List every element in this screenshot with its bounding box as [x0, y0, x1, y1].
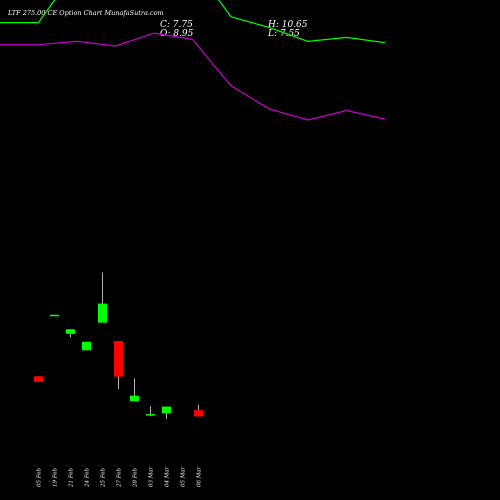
candle-body — [146, 414, 155, 416]
x-tick-label: 19 Feb — [53, 467, 59, 487]
chart-title: LTF 275.00 CE Option Chart MunafaSutra.c… — [8, 9, 164, 17]
candle — [66, 329, 75, 338]
candle — [50, 314, 59, 317]
candle — [34, 376, 43, 382]
lower-indicator-line — [0, 32, 386, 121]
candle-body — [66, 329, 75, 334]
x-tick-label: 06 Mar — [197, 466, 203, 487]
candle — [130, 378, 139, 402]
x-tick-label: 04 Mar — [165, 466, 171, 487]
candle-body — [194, 410, 203, 417]
x-tick-label: 21 Feb — [69, 467, 75, 488]
high-value: H: 10.65 — [268, 20, 308, 30]
x-tick-label: 24 Feb — [85, 467, 91, 488]
upper-indicator-line — [0, 0, 386, 44]
x-tick-label: 05 Mar — [181, 466, 187, 487]
candle — [146, 406, 155, 417]
candle — [114, 341, 123, 390]
candle-body — [114, 341, 123, 377]
low-value: L: 7.55 — [268, 29, 300, 39]
candle-body — [34, 376, 43, 382]
candle — [194, 404, 203, 417]
x-tick-label: 28 Feb — [133, 467, 139, 488]
candle — [98, 272, 107, 323]
candle-body — [130, 395, 139, 402]
open-value: O: 8.95 — [160, 29, 194, 39]
x-tick-label: 03 Mar — [149, 466, 155, 487]
candle-body — [98, 303, 107, 323]
close-value: C: 7.75 — [160, 20, 193, 30]
candle-body — [82, 341, 91, 351]
candle — [162, 406, 171, 420]
x-tick-label: 27 Feb — [117, 467, 123, 488]
candle-body — [162, 406, 171, 414]
x-tick-label: 05 Feb — [37, 467, 43, 487]
x-tick-label: 25 Feb — [101, 467, 107, 488]
candle-body — [50, 314, 59, 317]
candle — [82, 341, 91, 351]
